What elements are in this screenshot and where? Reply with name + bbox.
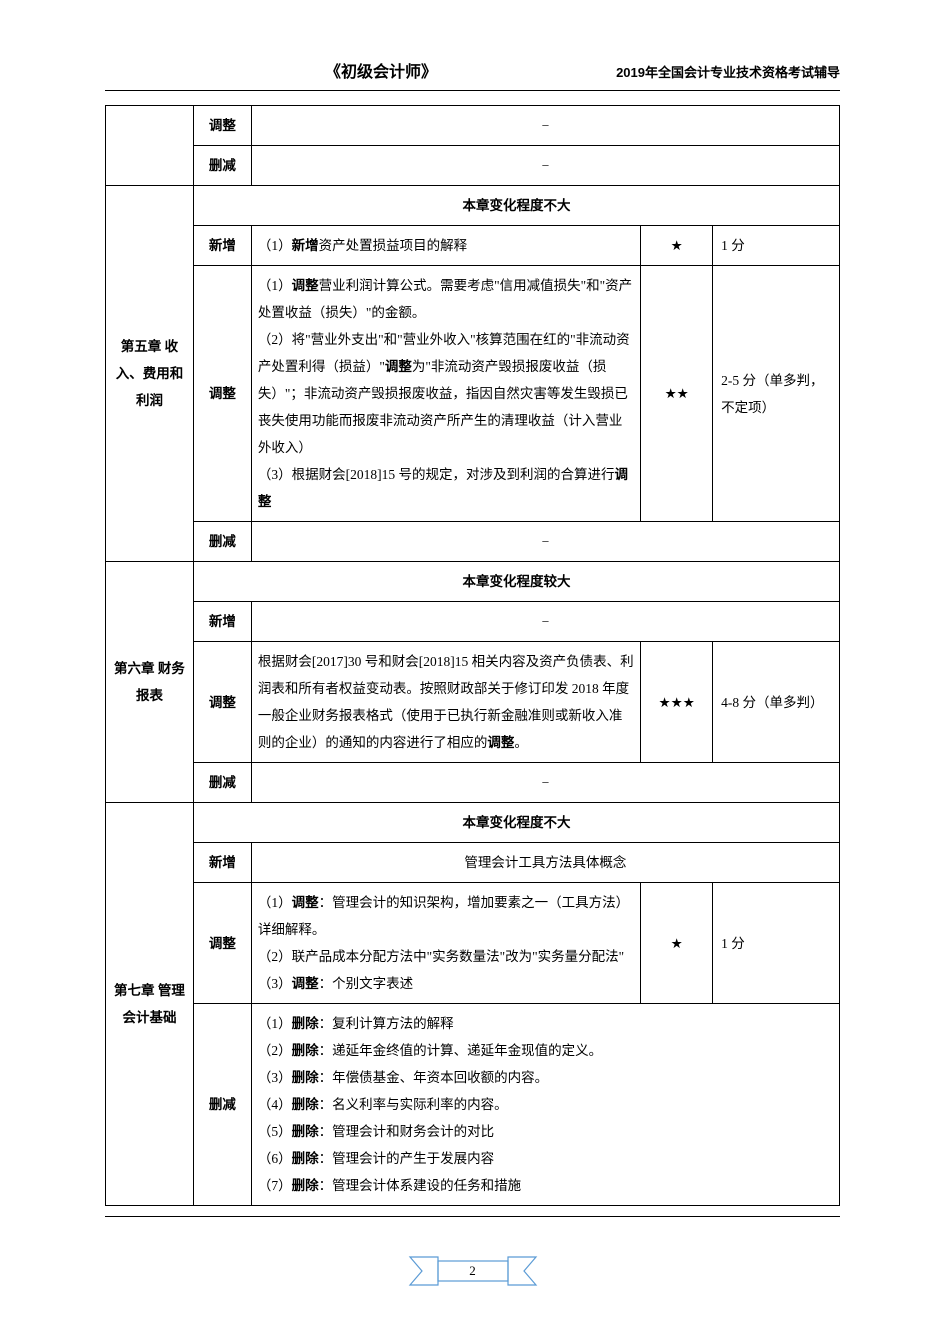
score-cell: 1 分 bbox=[713, 883, 840, 1004]
page-header: 《初级会计师》 2019年全国会计专业技术资格考试辅导 bbox=[105, 0, 840, 91]
page-number: 2 bbox=[469, 1263, 476, 1279]
table-row: 删减 （1）删除：复利计算方法的解释（2）删除：递延年金终值的计算、递延年金现值… bbox=[106, 1004, 840, 1206]
content-cell: − bbox=[251, 146, 839, 186]
content-cell: （1）调整：管理会计的知识架构，增加要素之一（工具方法）详细解释。（2）联产品成… bbox=[251, 883, 640, 1004]
section-header: 本章变化程度不大 bbox=[193, 803, 839, 843]
type-cell: 删减 bbox=[193, 1004, 251, 1206]
content-cell: （1）删除：复利计算方法的解释（2）删除：递延年金终值的计算、递延年金现值的定义… bbox=[251, 1004, 839, 1206]
table-row: 删减 − bbox=[106, 146, 840, 186]
content-cell: 管理会计工具方法具体概念 bbox=[251, 843, 839, 883]
table-row: 第七章 管理会计基础 本章变化程度不大 bbox=[106, 803, 840, 843]
type-cell: 新增 bbox=[193, 602, 251, 642]
type-cell: 新增 bbox=[193, 226, 251, 266]
table-row: 新增 （1）新增资产处置损益项目的解释 ★ 1 分 bbox=[106, 226, 840, 266]
type-cell: 删减 bbox=[193, 522, 251, 562]
content-cell: 根据财会[2017]30 号和财会[2018]15 相关内容及资产负债表、利润表… bbox=[251, 642, 640, 763]
section-header: 本章变化程度不大 bbox=[193, 186, 839, 226]
footer-divider bbox=[105, 1216, 840, 1217]
stars-cell: ★★★ bbox=[641, 642, 713, 763]
table-row: 调整 − bbox=[106, 106, 840, 146]
header-title-right: 2019年全国会计专业技术资格考试辅导 bbox=[616, 62, 840, 81]
table-row: 第五章 收入、费用和利润 本章变化程度不大 bbox=[106, 186, 840, 226]
type-cell: 删减 bbox=[193, 763, 251, 803]
section-header: 本章变化程度较大 bbox=[193, 562, 839, 602]
content-cell: − bbox=[251, 602, 839, 642]
content-cell: − bbox=[251, 106, 839, 146]
content-cell: − bbox=[251, 763, 839, 803]
chapter-cell: 第六章 财务报表 bbox=[106, 562, 194, 803]
stars-cell: ★★ bbox=[641, 266, 713, 522]
table-row: 调整 根据财会[2017]30 号和财会[2018]15 相关内容及资产负债表、… bbox=[106, 642, 840, 763]
type-cell: 新增 bbox=[193, 843, 251, 883]
content-cell: （1）新增资产处置损益项目的解释 bbox=[251, 226, 640, 266]
type-cell: 调整 bbox=[193, 883, 251, 1004]
table-row: 删减 − bbox=[106, 763, 840, 803]
stars-cell: ★ bbox=[641, 226, 713, 266]
type-cell: 调整 bbox=[193, 106, 251, 146]
score-cell: 1 分 bbox=[713, 226, 840, 266]
type-cell: 调整 bbox=[193, 642, 251, 763]
type-cell: 删减 bbox=[193, 146, 251, 186]
content-cell: − bbox=[251, 522, 839, 562]
score-cell: 2-5 分（单多判，不定项） bbox=[713, 266, 840, 522]
chapter-cell: 第五章 收入、费用和利润 bbox=[106, 186, 194, 562]
type-cell: 调整 bbox=[193, 266, 251, 522]
table-row: 调整 （1）调整：管理会计的知识架构，增加要素之一（工具方法）详细解释。（2）联… bbox=[106, 883, 840, 1004]
table-row: 新增 管理会计工具方法具体概念 bbox=[106, 843, 840, 883]
table-row: 删减 − bbox=[106, 522, 840, 562]
table-row: 第六章 财务报表 本章变化程度较大 bbox=[106, 562, 840, 602]
stars-cell: ★ bbox=[641, 883, 713, 1004]
header-title-left: 《初级会计师》 bbox=[105, 58, 437, 82]
chapter-cell-blank bbox=[106, 106, 194, 186]
score-cell: 4-8 分（单多判） bbox=[713, 642, 840, 763]
chapter-cell: 第七章 管理会计基础 bbox=[106, 803, 194, 1206]
table-row: 新增 − bbox=[106, 602, 840, 642]
content-cell: （1）调整营业利润计算公式。需要考虑"信用减值损失"和"资产处置收益（损失）"的… bbox=[251, 266, 640, 522]
table-row: 调整 （1）调整营业利润计算公式。需要考虑"信用减值损失"和"资产处置收益（损失… bbox=[106, 266, 840, 522]
content-table: 调整 − 删减 − 第五章 收入、费用和利润 本章变化程度不大 新增 （1）新增… bbox=[105, 105, 840, 1206]
